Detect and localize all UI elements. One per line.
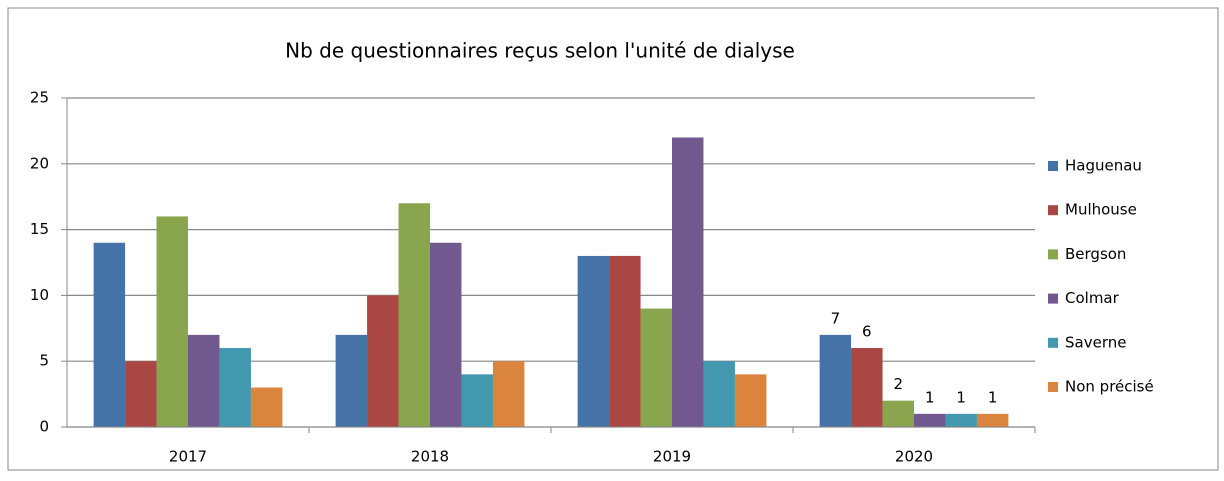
legend-label: Saverne [1065, 333, 1126, 351]
bar [851, 348, 883, 427]
bar [819, 334, 852, 427]
bar [577, 255, 610, 427]
x-tick-label: 2019 [653, 448, 691, 466]
bar [672, 137, 704, 428]
data-label: 1 [925, 388, 935, 406]
legend-label: Bergson [1065, 245, 1126, 263]
data-label: 2 [893, 375, 903, 393]
bar [335, 334, 368, 427]
bar [250, 387, 283, 427]
bar [640, 308, 672, 427]
bar [367, 295, 399, 427]
legend-label: Mulhouse [1065, 201, 1137, 219]
bar [609, 255, 641, 427]
y-tick-label: 0 [39, 418, 49, 436]
bar [976, 413, 1009, 427]
legend-swatch [1048, 161, 1058, 171]
y-tick-label: 25 [30, 89, 49, 107]
y-tick-label: 5 [39, 352, 49, 370]
legend-swatch [1048, 293, 1058, 304]
y-tick-label: 10 [30, 286, 49, 304]
bar [882, 400, 914, 427]
data-label: 1 [956, 388, 966, 406]
bar [734, 374, 767, 427]
legend-swatch [1048, 382, 1058, 392]
legend-swatch [1048, 205, 1058, 216]
bar [93, 242, 126, 427]
bar [703, 361, 735, 427]
bar [945, 413, 977, 427]
bar [156, 216, 188, 427]
legend-label: Colmar [1065, 289, 1120, 307]
x-tick-label: 2017 [169, 448, 207, 466]
bar [914, 413, 946, 427]
x-tick-label: 2020 [895, 448, 933, 466]
y-tick-label: 20 [30, 154, 49, 172]
data-label: 1 [988, 388, 998, 406]
legend-label: Haguenau [1065, 157, 1142, 175]
chart-title: Nb de questionnaires reçus selon l'unité… [285, 39, 795, 63]
x-tick-label: 2018 [411, 448, 449, 466]
bar [125, 361, 157, 427]
bar [219, 348, 251, 427]
legend-swatch [1048, 337, 1058, 348]
legend-swatch [1048, 249, 1058, 260]
data-label: 6 [862, 323, 872, 341]
bar [461, 374, 493, 427]
bar [430, 242, 462, 427]
data-label: 7 [831, 309, 841, 327]
bar [492, 361, 525, 427]
y-tick-label: 15 [30, 220, 49, 238]
bar [188, 334, 220, 427]
bar [398, 203, 430, 427]
legend-label: Non précisé [1065, 378, 1154, 396]
